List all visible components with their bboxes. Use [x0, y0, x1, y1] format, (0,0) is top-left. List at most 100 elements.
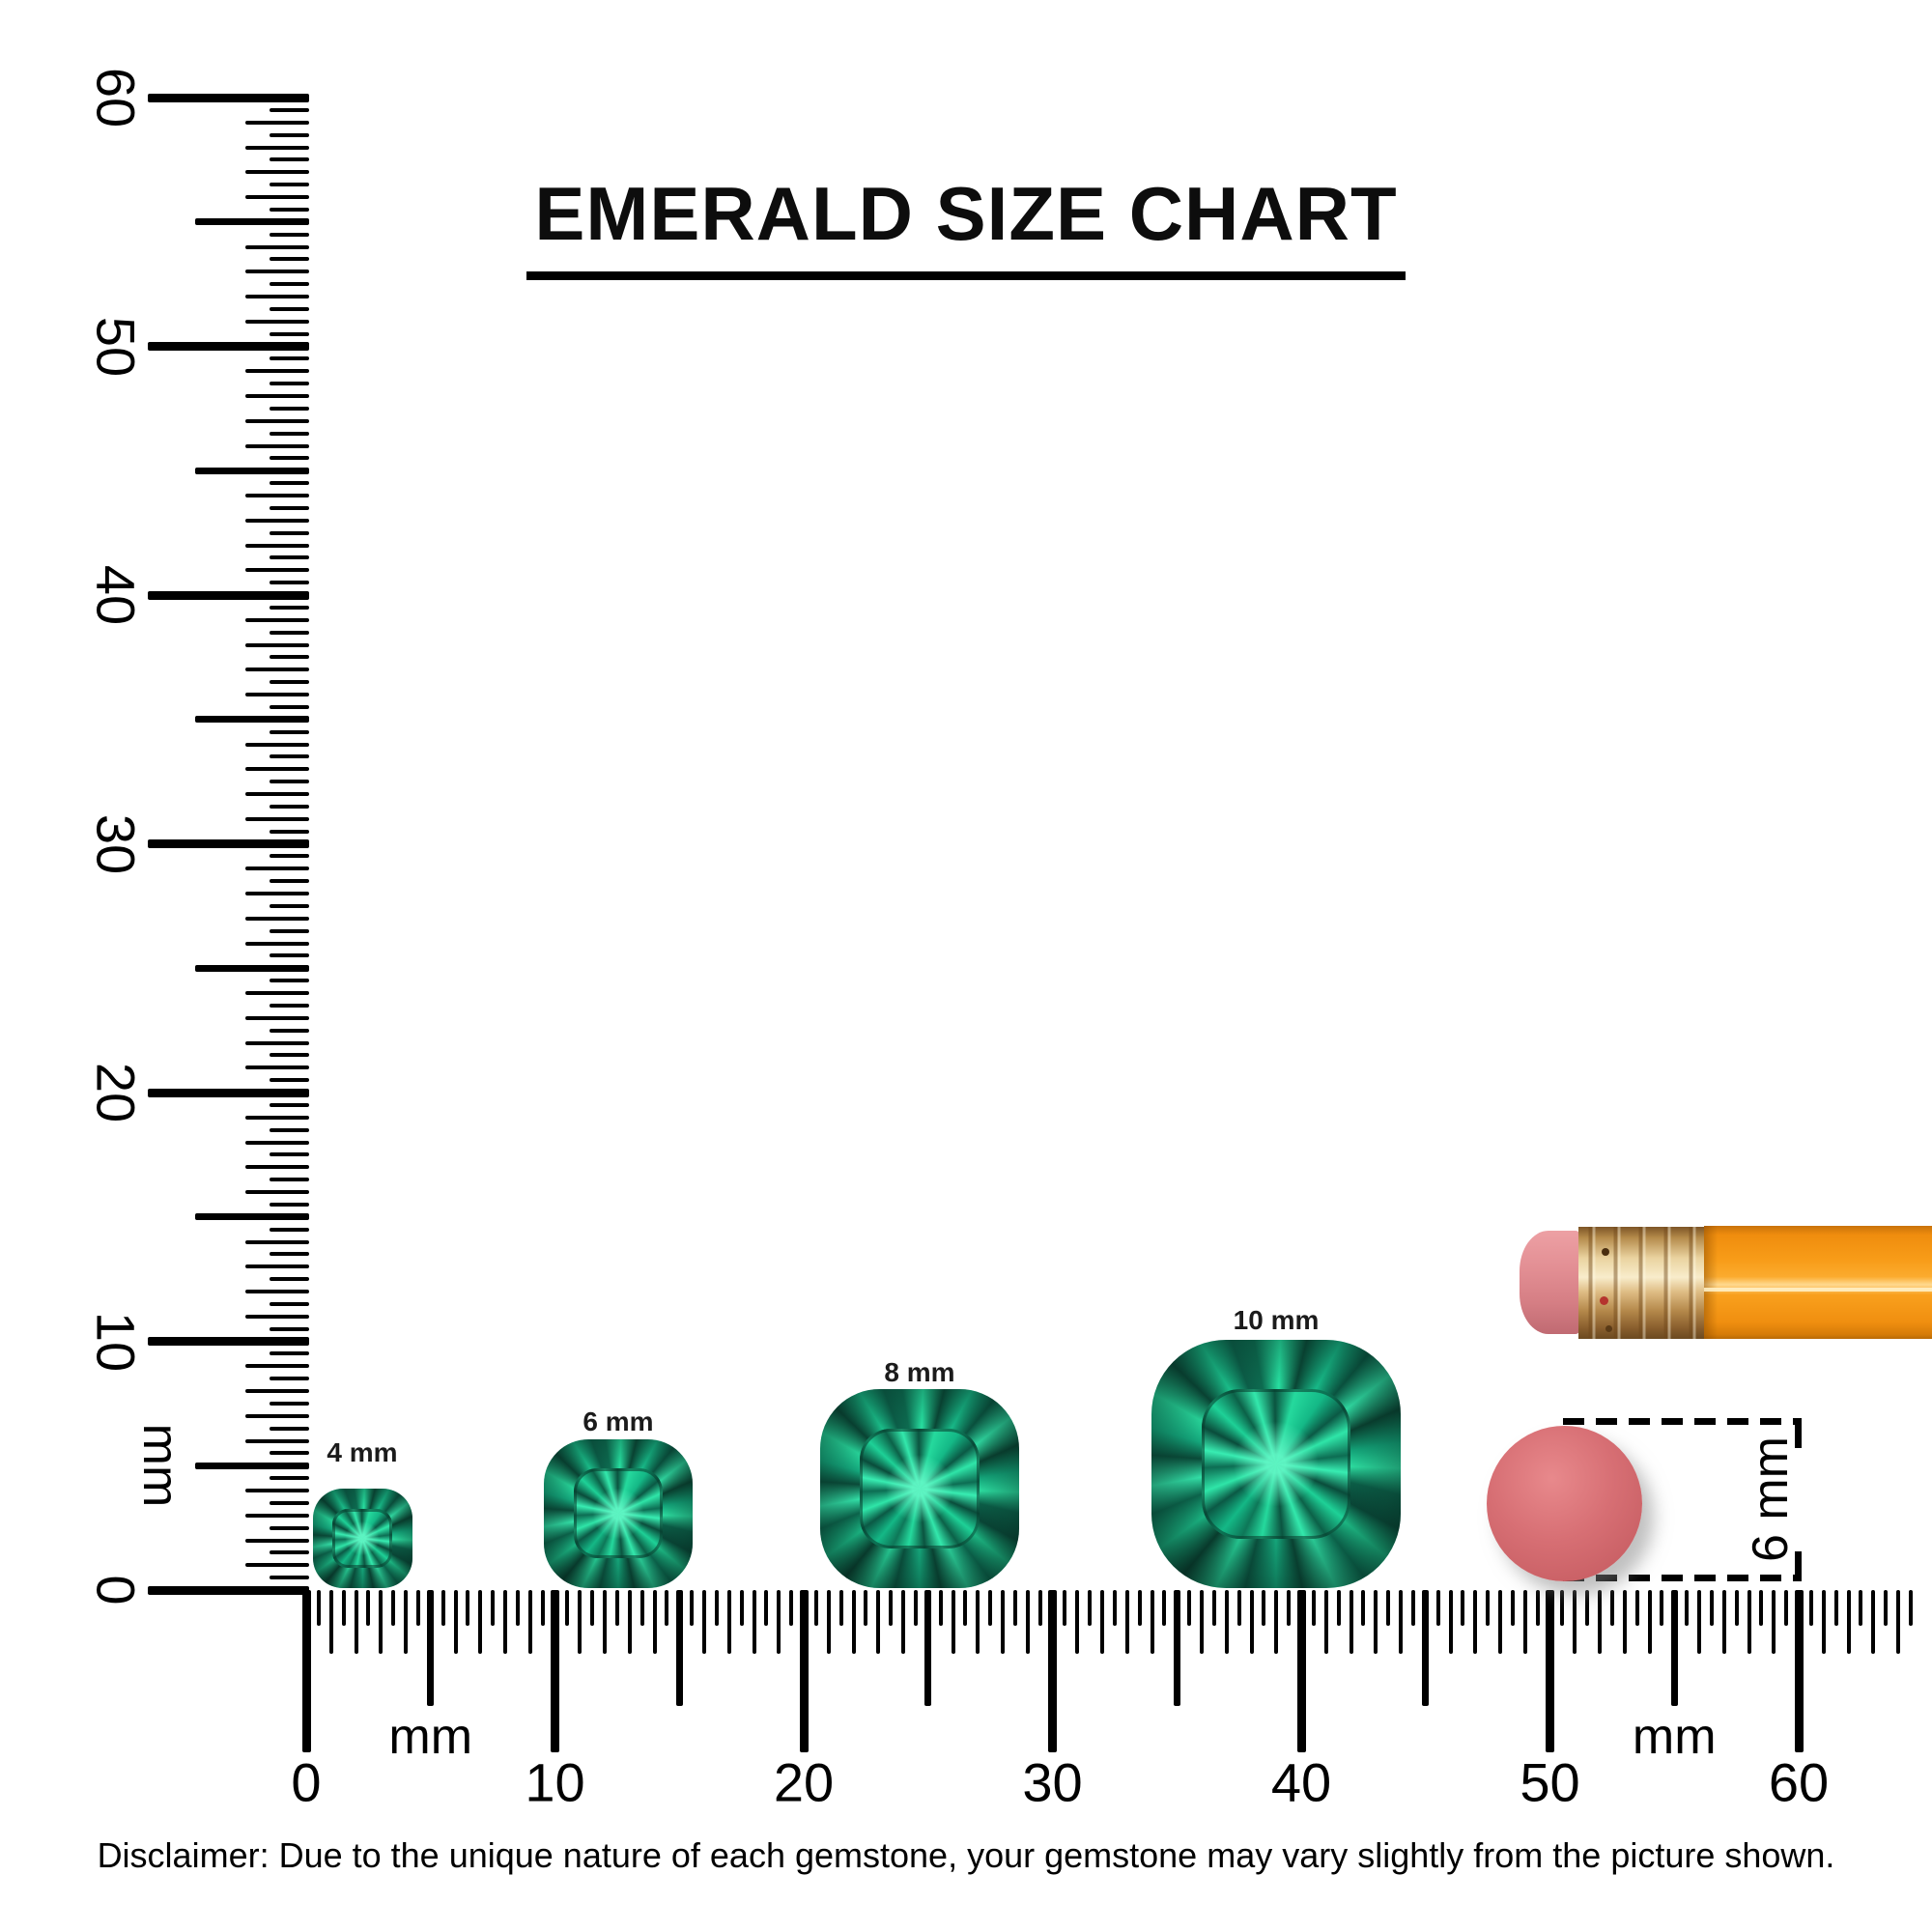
h-ruler-tick: [938, 1590, 943, 1626]
pencil-body: [1704, 1226, 1932, 1339]
h-ruler-tick: [404, 1590, 408, 1654]
v-ruler-tick: [270, 382, 309, 386]
h-ruler-number: 30: [1022, 1751, 1083, 1813]
v-ruler-tick: [245, 1513, 309, 1518]
pencil-ferrule: [1578, 1227, 1704, 1339]
v-ruler-tick: [245, 767, 309, 772]
h-ruler-unit-label: mm: [1632, 1709, 1717, 1765]
v-ruler-tick: [270, 1252, 309, 1257]
h-ruler-tick: [1833, 1590, 1838, 1626]
h-ruler-tick: [1311, 1590, 1316, 1626]
h-ruler-tick: [777, 1590, 781, 1654]
v-ruler-tick: [148, 1088, 309, 1097]
h-ruler-tick: [1721, 1590, 1726, 1654]
h-ruler-number: 50: [1520, 1751, 1580, 1813]
h-ruler-tick: [1734, 1590, 1739, 1626]
v-ruler-tick: [270, 1003, 309, 1008]
v-ruler-number: 0: [85, 1575, 147, 1605]
v-ruler-tick: [245, 145, 309, 150]
ferrule-crimp-dot: [1600, 1296, 1608, 1305]
h-ruler-tick: [466, 1590, 470, 1626]
h-ruler-number: 0: [291, 1751, 322, 1813]
h-ruler-tick: [1794, 1590, 1804, 1752]
h-ruler-tick: [1585, 1590, 1590, 1626]
v-ruler-tick: [270, 406, 309, 411]
v-ruler-tick: [195, 1462, 309, 1469]
v-ruler-tick: [245, 1065, 309, 1070]
v-ruler-number: 50: [85, 316, 147, 377]
v-ruler-tick: [245, 518, 309, 523]
v-ruler-tick: [270, 1401, 309, 1406]
h-ruler-tick: [1510, 1590, 1515, 1626]
v-ruler-tick: [148, 1585, 309, 1595]
v-ruler-tick: [245, 1563, 309, 1568]
h-ruler-tick: [1670, 1590, 1678, 1706]
v-ruler-tick: [270, 282, 309, 287]
h-ruler-tick: [1224, 1590, 1229, 1654]
v-ruler-tick: [245, 1489, 309, 1492]
v-ruler-tick: [270, 655, 309, 660]
h-ruler-tick: [1422, 1590, 1430, 1706]
h-ruler-tick: [1048, 1590, 1057, 1752]
h-ruler-tick: [876, 1590, 881, 1654]
v-ruler-tick: [270, 1525, 309, 1530]
h-ruler-tick: [1573, 1590, 1577, 1654]
gem-center-sparkle: [1221, 1408, 1331, 1519]
v-ruler-number: 20: [85, 1062, 147, 1123]
h-ruler-tick: [1772, 1590, 1776, 1654]
v-ruler-tick: [245, 916, 309, 921]
h-ruler-tick: [1759, 1590, 1764, 1626]
v-ruler-tick: [245, 170, 309, 175]
v-ruler-tick: [270, 1576, 309, 1580]
v-ruler-tick: [245, 892, 309, 895]
v-ruler-tick: [270, 804, 309, 809]
h-ruler-tick: [1821, 1590, 1826, 1654]
v-ruler-tick: [270, 879, 309, 884]
h-ruler-tick: [565, 1590, 570, 1626]
h-ruler-number: 20: [773, 1751, 835, 1813]
h-ruler-number: 10: [525, 1751, 585, 1813]
v-ruler-tick: [195, 467, 309, 474]
h-ruler-tick: [1546, 1590, 1554, 1752]
h-ruler-tick: [1361, 1590, 1366, 1626]
h-ruler-tick: [453, 1590, 458, 1654]
v-ruler-tick: [245, 543, 309, 548]
h-ruler-tick: [1486, 1590, 1491, 1626]
h-ruler-tick: [590, 1590, 595, 1626]
h-ruler-tick: [913, 1590, 918, 1626]
v-ruler-tick: [245, 195, 309, 199]
dimension-stub-top: [1795, 1425, 1802, 1448]
h-ruler-tick: [1448, 1590, 1453, 1654]
disclaimer-text: Disclaimer: Due to the unique nature of …: [97, 1835, 1835, 1875]
h-ruler-tick: [1001, 1590, 1005, 1654]
h-ruler-tick: [799, 1590, 809, 1752]
gem-size-label: 4 mm: [327, 1437, 398, 1467]
v-ruler-tick: [270, 1053, 309, 1058]
h-ruler-tick: [764, 1590, 769, 1626]
gem-center-sparkle: [875, 1444, 964, 1533]
h-ruler-tick: [1200, 1590, 1204, 1654]
h-ruler-tick: [813, 1590, 818, 1626]
v-ruler-tick: [270, 1451, 309, 1456]
h-ruler-tick: [1025, 1590, 1030, 1654]
h-ruler-tick: [714, 1590, 719, 1626]
v-ruler-tick: [245, 295, 309, 298]
v-ruler-tick: [245, 369, 309, 374]
v-ruler-tick: [245, 394, 309, 398]
page-title: EMERALD SIZE CHART: [0, 170, 1932, 280]
h-ruler-tick: [379, 1590, 384, 1654]
v-ruler-tick: [270, 1078, 309, 1083]
h-ruler-tick: [603, 1590, 607, 1654]
v-ruler-tick: [270, 605, 309, 610]
h-ruler-tick: [1859, 1590, 1863, 1626]
gem-size-label: 6 mm: [582, 1406, 654, 1436]
h-ruler-tick: [1435, 1590, 1440, 1626]
h-ruler-tick: [1296, 1590, 1306, 1752]
h-ruler-tick: [1846, 1590, 1851, 1654]
v-ruler-number: 60: [85, 67, 147, 128]
h-ruler-tick: [1884, 1590, 1889, 1626]
v-ruler-tick: [245, 1413, 309, 1418]
round-eraser: [1487, 1426, 1642, 1581]
h-ruler-tick: [1399, 1590, 1403, 1654]
